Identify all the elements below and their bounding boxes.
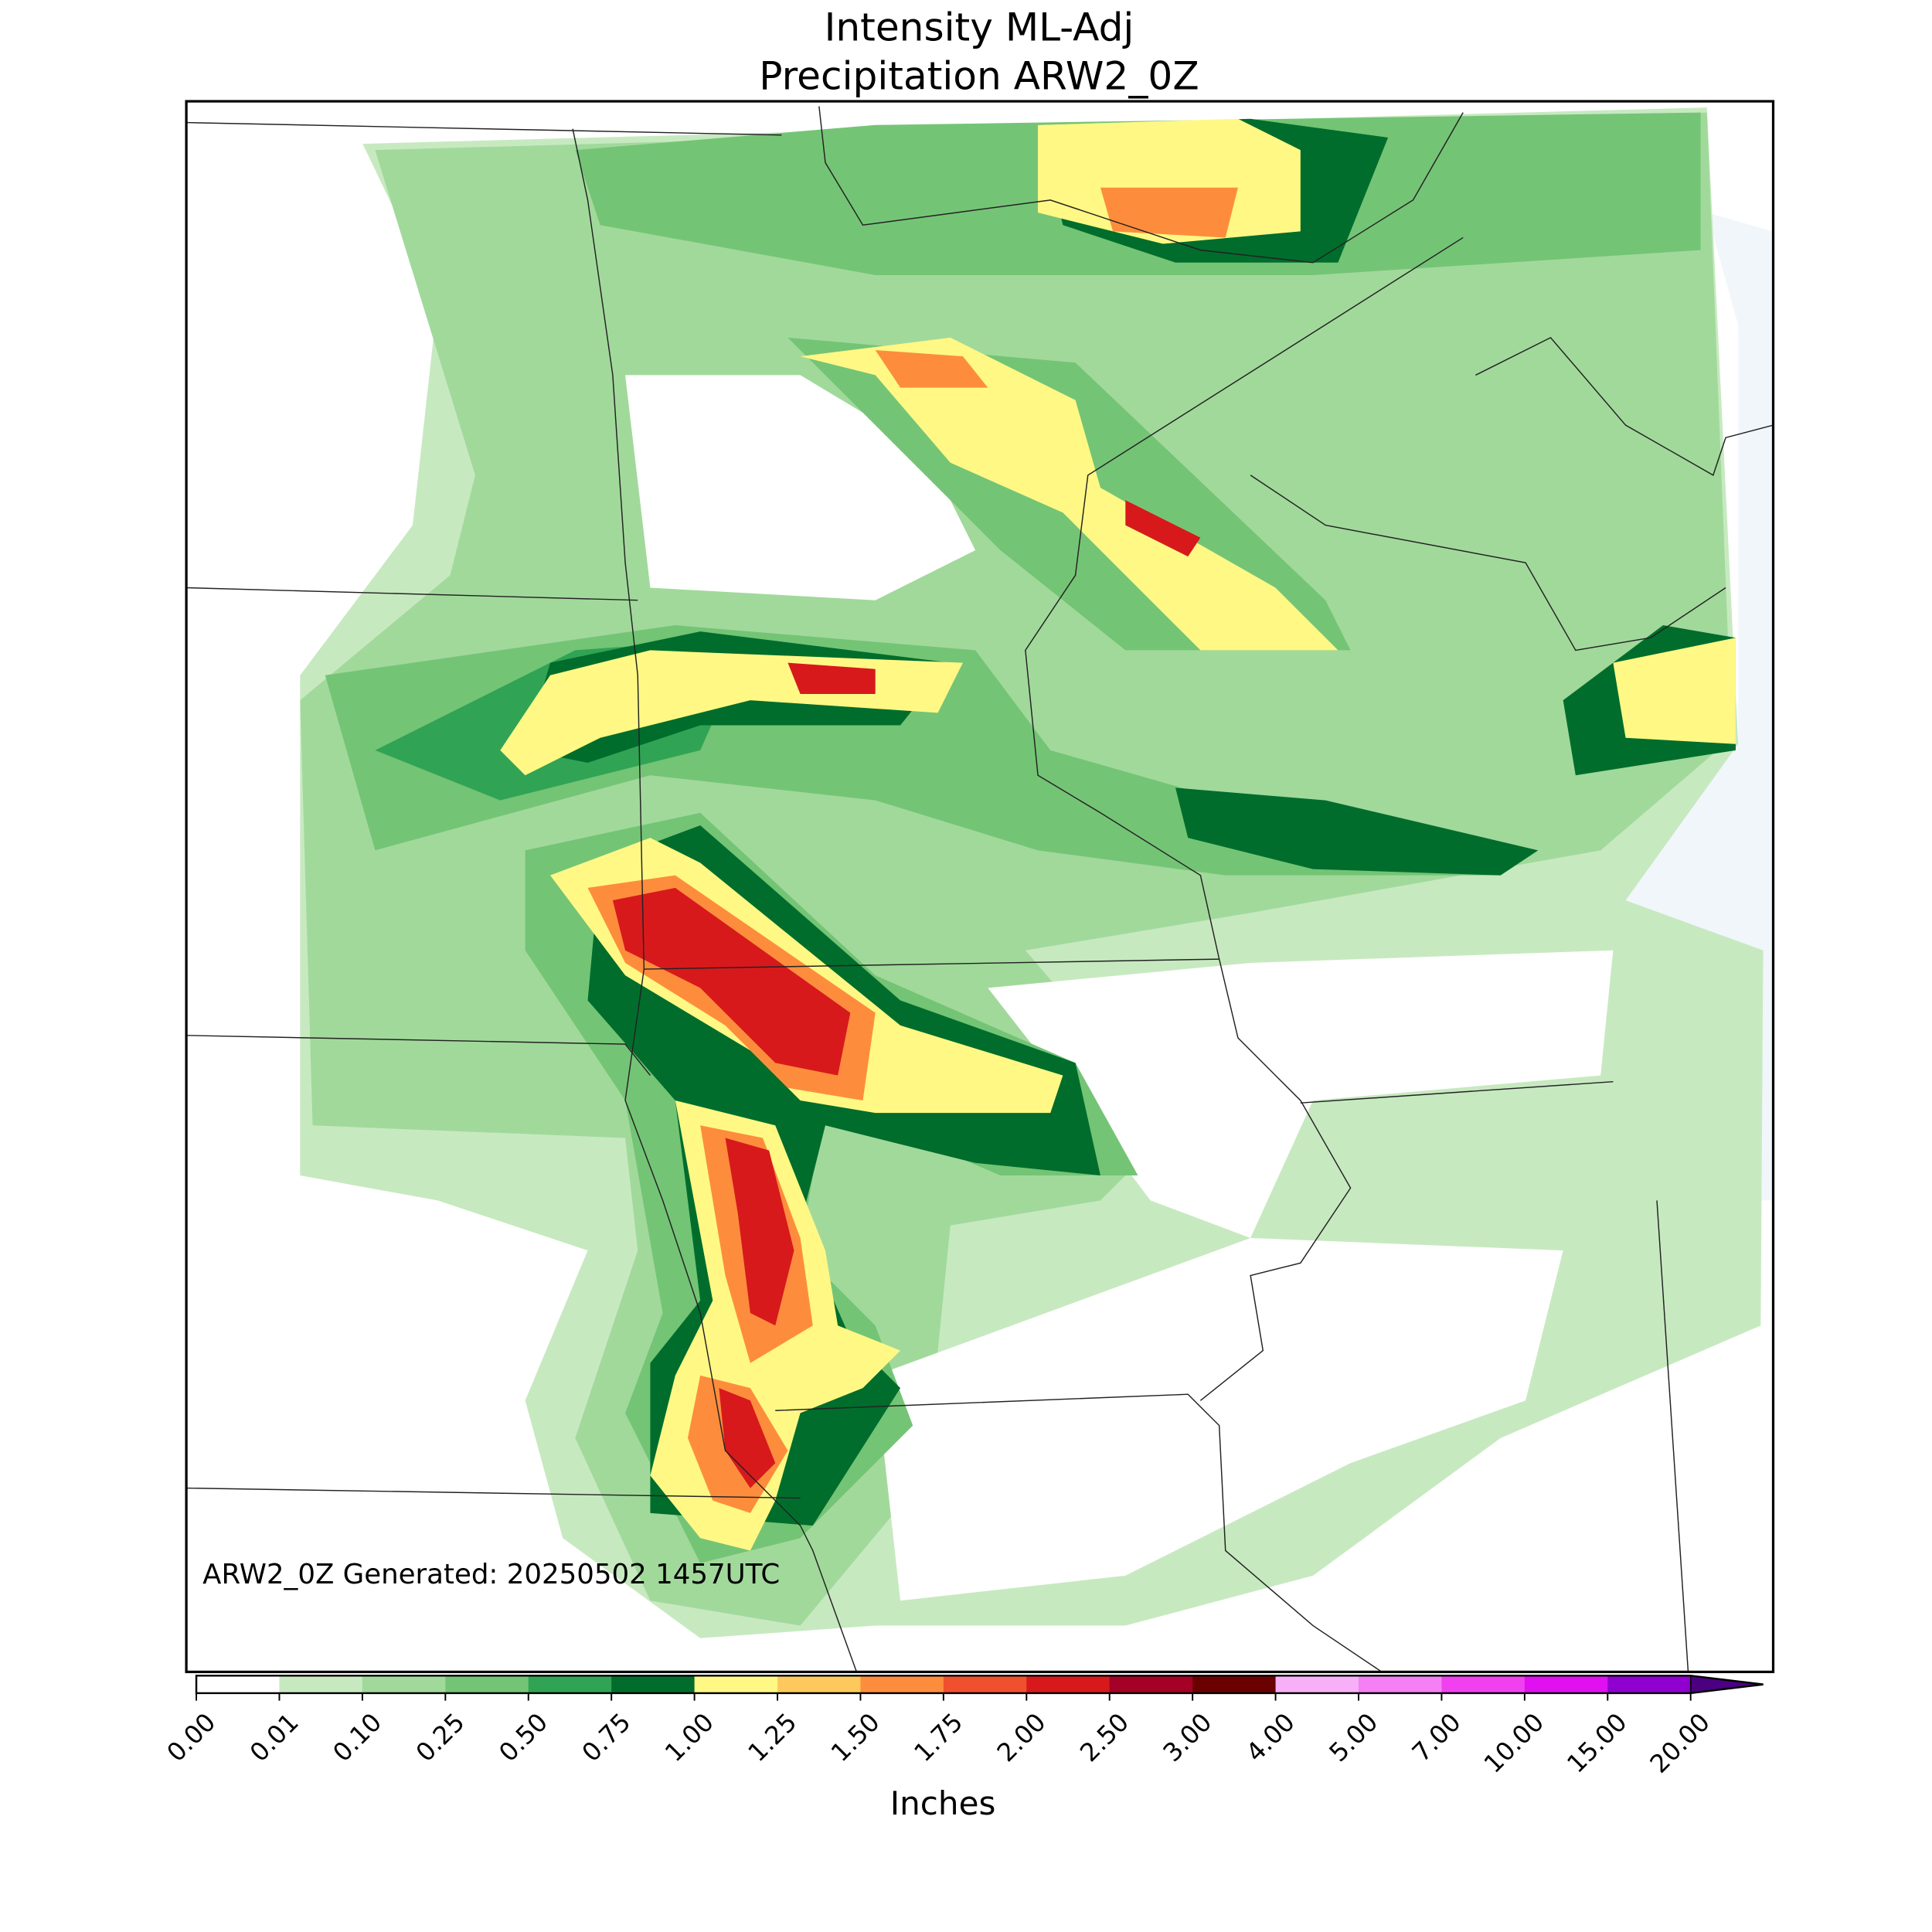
border bbox=[1025, 236, 1464, 960]
colorbar-tick-label: 1.50 bbox=[825, 1707, 886, 1767]
border bbox=[1656, 1200, 1689, 1672]
colorbar-tick-label: 5.00 bbox=[1324, 1707, 1384, 1767]
border bbox=[186, 121, 782, 136]
borders bbox=[186, 106, 1774, 1673]
colorbar-tick-label: 0.00 bbox=[162, 1707, 222, 1767]
no-precip bbox=[988, 950, 1614, 1238]
colorbar-tick-label: 0.01 bbox=[244, 1707, 304, 1767]
precip-core bbox=[787, 662, 876, 695]
border bbox=[818, 106, 1464, 264]
border bbox=[644, 958, 1219, 970]
colorbar-segment bbox=[1026, 1675, 1111, 1693]
border bbox=[186, 587, 638, 601]
colorbar-segment bbox=[196, 1675, 281, 1693]
map: ARW2_0Z Generated: 20250502 1457UTC bbox=[185, 100, 1775, 1674]
colorbar-tick-label: 1.25 bbox=[743, 1707, 803, 1767]
map-frame bbox=[185, 100, 1775, 1674]
colorbar-segment bbox=[279, 1675, 363, 1693]
colorbar-segment bbox=[943, 1675, 1028, 1693]
precip-core bbox=[1125, 500, 1201, 557]
colorbar-segment bbox=[1607, 1675, 1692, 1693]
colorbar-segment bbox=[528, 1675, 612, 1693]
colorbar-tick-label: 10.00 bbox=[1478, 1707, 1549, 1778]
colorbar-tick-label: 0.75 bbox=[577, 1707, 637, 1767]
colorbar: 0.00 0.01 0.10 0.25 0.50 0.75 1.00 1.25 1.50 1.75… bbox=[162, 1675, 1764, 1779]
precip-core bbox=[719, 1388, 776, 1488]
precip-core bbox=[725, 1138, 794, 1326]
colorbar-extend bbox=[1689, 1675, 1764, 1694]
colorbar-segment bbox=[1441, 1675, 1526, 1693]
precip-band bbox=[1175, 787, 1539, 876]
no-precip bbox=[875, 1237, 1563, 1601]
colorbar-segment bbox=[1524, 1675, 1609, 1693]
colorbar-segment bbox=[860, 1675, 944, 1693]
precip-core bbox=[1100, 187, 1238, 238]
subtitle: Precipitation ARW2_0Z bbox=[759, 53, 1199, 98]
colorbar-tick-label: 2.50 bbox=[1074, 1707, 1134, 1767]
colorbar-segment bbox=[694, 1675, 778, 1693]
colorbar-tick-label: 4.00 bbox=[1240, 1707, 1301, 1767]
border bbox=[572, 128, 858, 1672]
colorbar-segment bbox=[1192, 1675, 1277, 1693]
border bbox=[775, 1393, 1383, 1673]
precip-core bbox=[800, 337, 1338, 651]
precip-core bbox=[1613, 638, 1736, 744]
annotation: ARW2_0Z Generated: 20250502 1457UTC bbox=[202, 1559, 780, 1590]
colorbar-segment bbox=[1275, 1675, 1359, 1693]
colorbar-tick-label: 15.00 bbox=[1561, 1707, 1632, 1778]
colorbar-tick-label: 7.00 bbox=[1406, 1707, 1467, 1767]
colorbar-label: Inches bbox=[890, 1784, 996, 1822]
border bbox=[1199, 958, 1352, 1401]
colorbar-tick-label: 0.50 bbox=[493, 1707, 553, 1767]
colorbar-segment bbox=[777, 1675, 862, 1693]
colorbar-tick-label: 2.00 bbox=[992, 1707, 1052, 1767]
precip-core bbox=[875, 350, 988, 388]
colorbar-segment bbox=[362, 1675, 447, 1693]
border bbox=[1250, 474, 1726, 651]
colorbar-segment bbox=[611, 1675, 696, 1693]
border bbox=[186, 1487, 801, 1499]
colorbar-tick-label: 20.00 bbox=[1645, 1707, 1716, 1778]
colorbar-outline bbox=[195, 1675, 1764, 1695]
colorbar-tick-label: 1.75 bbox=[908, 1707, 968, 1767]
border bbox=[1300, 1080, 1614, 1104]
colorbar-segment bbox=[1109, 1675, 1193, 1693]
border bbox=[186, 1035, 651, 1077]
colorbar-tick-label: 1.00 bbox=[659, 1707, 719, 1767]
colorbar-tick-label: 0.25 bbox=[410, 1707, 471, 1767]
colorbar-segment bbox=[1359, 1675, 1443, 1693]
precip-core bbox=[1038, 118, 1301, 244]
colorbar-tick-label: 0.10 bbox=[327, 1707, 387, 1767]
colorbar-tick-label: 3.00 bbox=[1158, 1707, 1218, 1767]
title: Intensity ML-Adj bbox=[825, 4, 1134, 49]
border bbox=[1475, 336, 1774, 476]
colorbar-segment bbox=[445, 1675, 529, 1693]
precip-core bbox=[612, 887, 851, 1076]
